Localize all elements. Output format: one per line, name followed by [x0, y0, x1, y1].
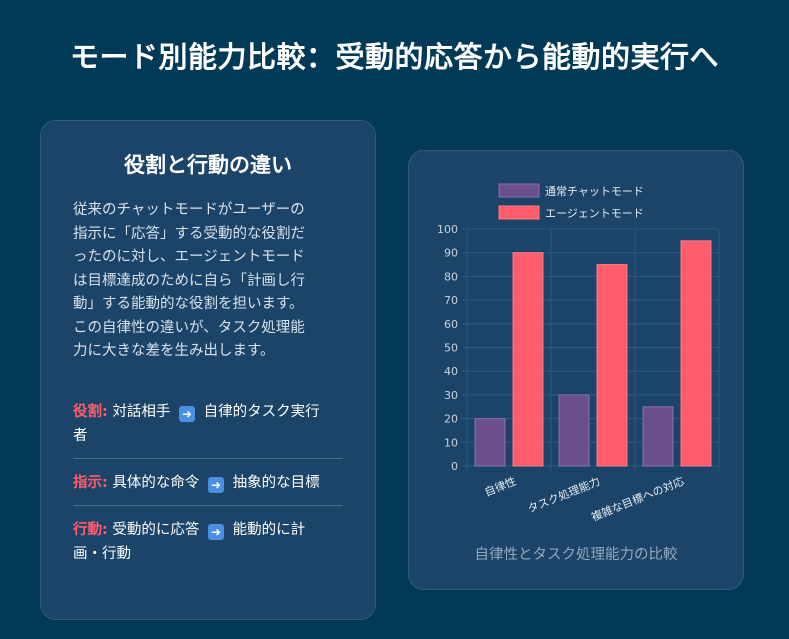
bar — [512, 252, 544, 467]
item-label: 指示: — [73, 474, 108, 491]
page-title: モード別能力比較：受動的応答から能動的実行へ — [69, 40, 719, 74]
y-tick-label: 30 — [444, 389, 458, 402]
description-line: 力に大きな差を生み出します。 — [73, 343, 275, 359]
description-line: 従来のチャットモードがユーザーの — [73, 202, 305, 218]
x-tick-label: タスク処理能力 — [525, 474, 602, 516]
item-to: 者 — [73, 427, 88, 444]
y-tick-label: 100 — [437, 223, 458, 236]
comparison-item-role: 役割: 対話相手 ➜ 自律的タスク実行 者 — [73, 400, 343, 458]
item-to: 自律的タスク実行 — [203, 403, 320, 420]
item-to: 抽象的な目標 — [232, 474, 320, 491]
card-title: 役割と行動の違い — [124, 153, 292, 177]
y-tick-label: 60 — [444, 318, 458, 331]
right-arrow-icon: ➜ — [179, 405, 196, 422]
description-line: ったのに対し、エージェントモード — [73, 249, 305, 265]
comparison-item-action: 行動: 受動的に応答 ➜ 能動的に計 画・行動 — [73, 504, 343, 576]
description-line: 動」する能動的な役割を担います。 — [73, 296, 304, 312]
y-tick-label: 20 — [444, 413, 458, 426]
item-from: 対話相手 — [112, 403, 171, 420]
item-to: 画・行動 — [73, 545, 131, 562]
y-tick-label: 10 — [444, 436, 458, 449]
legend-swatch — [498, 205, 540, 220]
x-tick-label: 複雑な目標への対応 — [589, 474, 686, 524]
description-line: この自律性の違いが、タスク処理能 — [73, 319, 305, 336]
right-arrow-icon: ➜ — [208, 523, 225, 540]
bar — [474, 418, 506, 467]
right-arrow-icon: ➜ — [208, 476, 225, 493]
bar — [558, 394, 590, 467]
bar — [680, 240, 712, 467]
item-to: 能動的に計 — [232, 521, 306, 538]
y-tick-label: 80 — [444, 270, 458, 283]
comparison-list: 役割: 対話相手 ➜ 自律的タスク実行 者 指示: 具体的な命令 ➜ 抽象的な目… — [73, 400, 343, 576]
item-from: 具体的な命令 — [112, 474, 200, 491]
item-label: 行動: — [73, 521, 108, 538]
item-label: 役割: — [73, 403, 108, 420]
bar — [596, 264, 628, 467]
y-tick-label: 70 — [444, 294, 458, 307]
chart-caption: 自律性とタスク処理能力の比較 — [474, 547, 678, 563]
role-comparison-card: 役割と行動の違い 従来のチャットモードがユーザーの 指示に「応答」する受動的な役… — [40, 120, 376, 620]
description-line: は目標達成のために自ら「計画し行 — [73, 272, 305, 289]
y-tick-label: 50 — [444, 342, 458, 355]
y-tick-label: 90 — [444, 247, 458, 260]
x-tick-label: 自律性 — [482, 474, 518, 499]
legend-label: 通常チャットモード — [545, 185, 644, 198]
legend-label: エージェントモード — [545, 207, 644, 220]
description-line: 指示に「応答」する受動的な役割だ — [73, 225, 305, 242]
chart-card: 通常チャットモード エージェントモード 0 10 20 30 40 50 60 70 80 90 100… — [408, 150, 744, 590]
description: 従来のチャットモードがユーザーの 指示に「応答」する受動的な役割だ ったのに対し… — [73, 199, 343, 364]
y-tick-label: 40 — [444, 365, 458, 378]
comparison-item-instruction: 指示: 具体的な命令 ➜ 抽象的な目標 — [73, 457, 343, 505]
legend-swatch — [498, 183, 540, 198]
y-tick-label: 0 — [451, 460, 458, 473]
bar — [642, 406, 674, 467]
item-from: 受動的に応答 — [112, 521, 200, 538]
